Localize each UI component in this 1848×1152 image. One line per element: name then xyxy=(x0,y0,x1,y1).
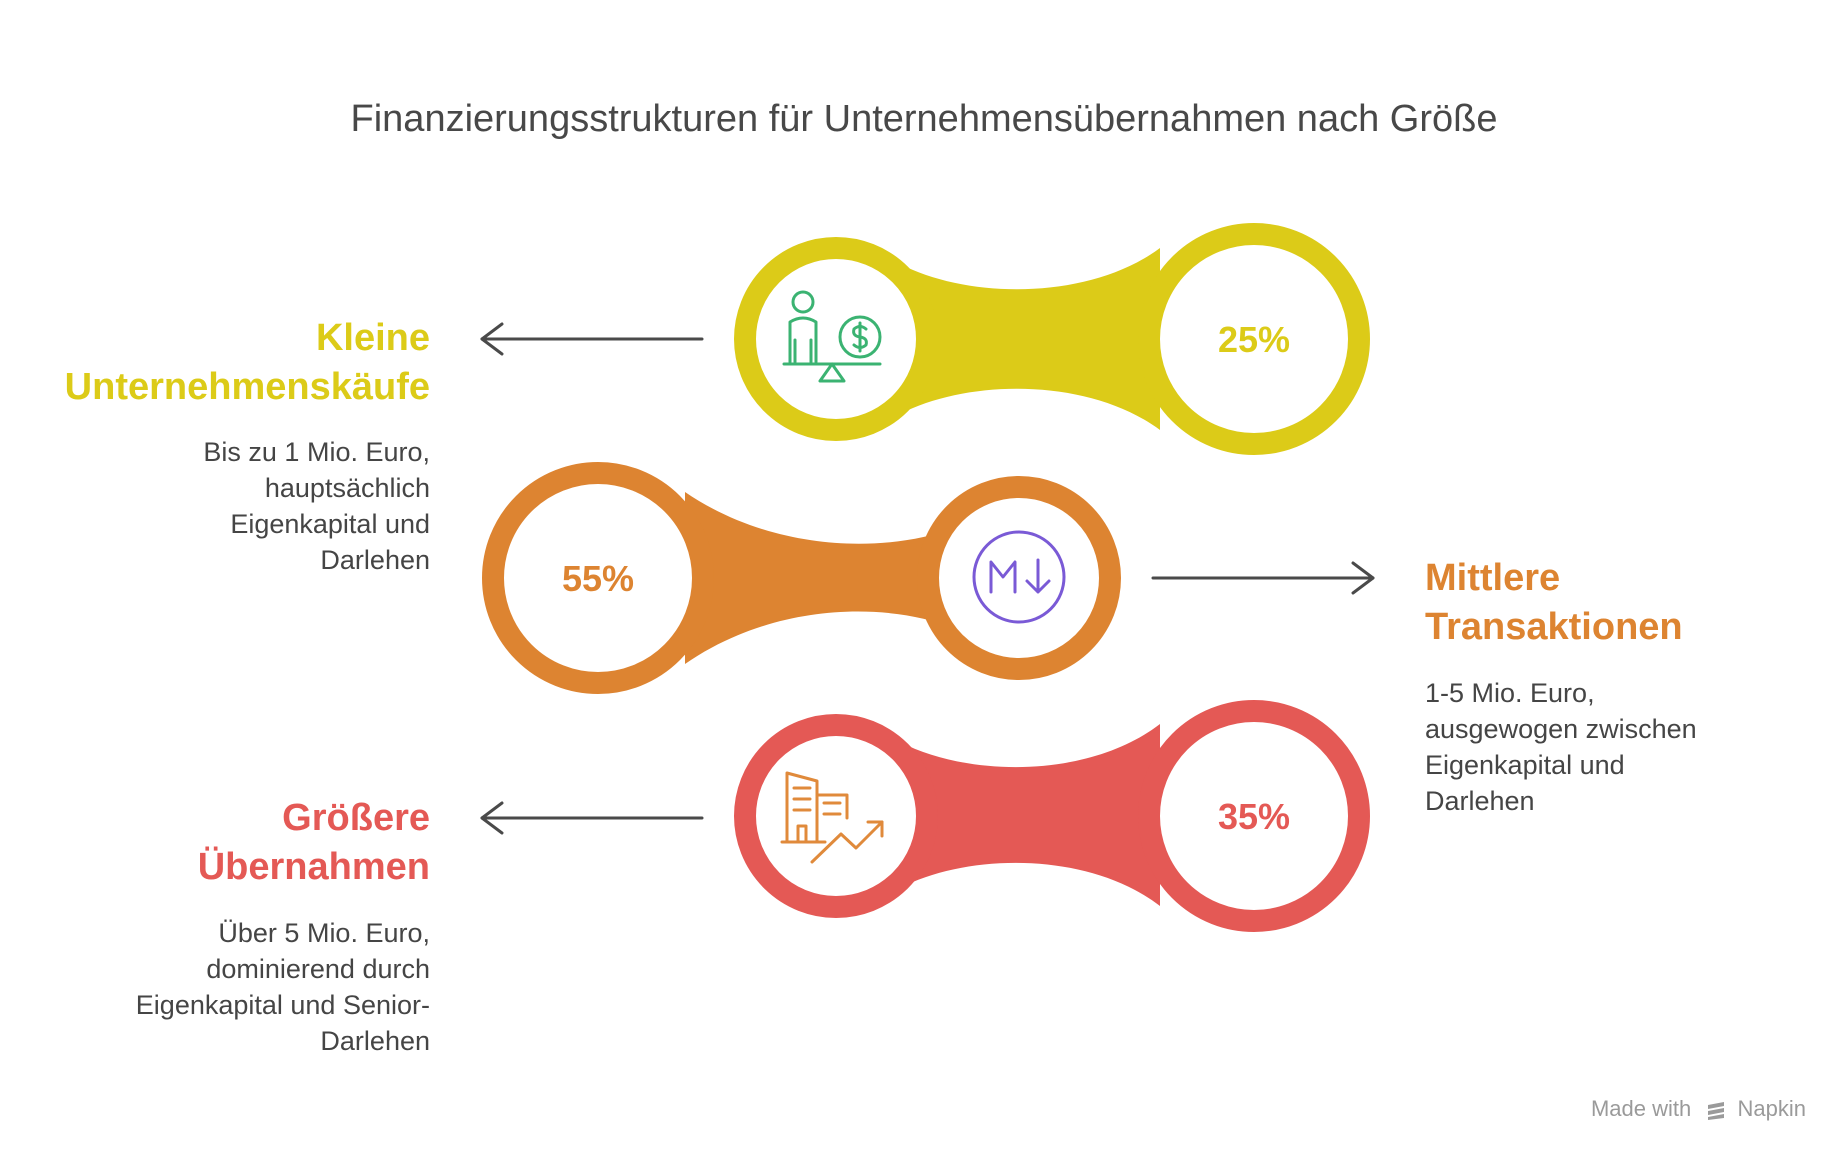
desc-medium-line: 1-5 Mio. Euro, xyxy=(1425,678,1595,708)
percent-circle-large xyxy=(1138,700,1370,932)
desc-medium-line: ausgewogen zwischen xyxy=(1425,714,1697,744)
footer-credit[interactable]: Made with Napkin xyxy=(1591,1096,1806,1122)
title-small-line1: Kleine xyxy=(315,317,430,359)
title-large-line1: Größere xyxy=(282,797,430,839)
desc-medium-line: Eigenkapital und xyxy=(1425,750,1625,780)
desc-small-line: hauptsächlich xyxy=(264,473,430,503)
icon-circle-small xyxy=(734,237,938,441)
markdown-down-icon xyxy=(972,530,1066,624)
title-large-line2: Übernahmen xyxy=(197,846,430,888)
desc-large-line: dominierend durch xyxy=(206,954,430,984)
percent-medium: 55% xyxy=(562,558,634,599)
desc-small-line: Bis zu 1 Mio. Euro, xyxy=(203,437,430,467)
desc-large-line: Über 5 Mio. Euro, xyxy=(218,918,430,948)
dumbbell-small: 25% xyxy=(734,223,1370,455)
connector-medium xyxy=(685,492,955,664)
percent-small: 25% xyxy=(1218,319,1290,360)
connector-small xyxy=(900,248,1160,430)
icon-circle-large xyxy=(734,714,938,918)
dumbbell-large: 35% xyxy=(734,700,1370,932)
percent-large: 35% xyxy=(1218,796,1290,837)
desc-large-line: Eigenkapital und Senior- xyxy=(135,990,430,1020)
title-medium-line2: Transaktionen xyxy=(1425,606,1683,648)
napkin-logo-icon xyxy=(1708,1102,1725,1121)
desc-large: Über 5 Mio. Euro, dominierend durch Eige… xyxy=(136,915,430,1059)
icon-circle-medium xyxy=(917,476,1121,680)
person-balance-money-icon xyxy=(782,290,882,383)
title-medium-line1: Mittlere xyxy=(1425,557,1561,599)
napkin-brand: Napkin xyxy=(1737,1096,1806,1121)
desc-small-line: Eigenkapital und xyxy=(230,509,430,539)
desc-small: Bis zu 1 Mio. Euro, hauptsächlich Eigenk… xyxy=(203,434,430,578)
made-with-label: Made with xyxy=(1590,1096,1692,1121)
title-small: Kleine Unternehmenskäufe xyxy=(65,314,430,412)
buildings-growth-icon xyxy=(780,771,884,864)
arrow-right-medium xyxy=(1151,561,1375,595)
desc-large-line: Darlehen xyxy=(320,1026,430,1056)
connector-large xyxy=(900,724,1160,906)
desc-medium: 1-5 Mio. Euro, ausgewogen zwischen Eigen… xyxy=(1425,675,1697,819)
percent-circle-small xyxy=(1138,223,1370,455)
arrow-left-small xyxy=(480,322,704,356)
title-small-line2: Unternehmenskäufe xyxy=(64,366,430,408)
dumbbell-medium: 55% xyxy=(482,462,1121,694)
title-medium: Mittlere Transaktionen xyxy=(1425,554,1683,652)
page-title: Finanzierungsstrukturen für Unternehmens… xyxy=(350,98,1498,140)
title-large: Größere Übernahmen xyxy=(198,794,430,892)
arrow-left-large xyxy=(480,801,704,835)
percent-circle-medium xyxy=(482,462,714,694)
desc-medium-line: Darlehen xyxy=(1425,786,1535,816)
desc-small-line: Darlehen xyxy=(320,545,430,575)
